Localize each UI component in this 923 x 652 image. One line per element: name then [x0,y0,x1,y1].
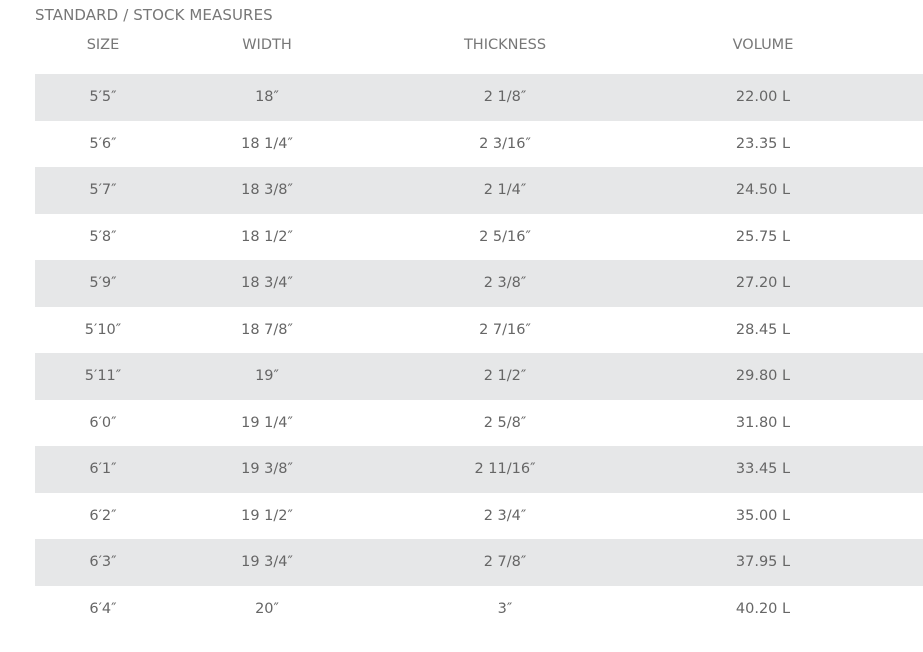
table-row: 6′1″ 19 3/8″ 2 11/16″ 33.45 L [35,446,923,493]
cell-width: 20″ [255,600,279,617]
cell-width: 19 1/4″ [241,414,293,431]
cell-volume: 24.50 L [647,167,879,214]
cell-size: 5′6″ [89,135,117,152]
table-row: 6′2″ 19 1/2″ 2 3/4″ 35.00 L [35,493,923,540]
cell-width: 19 3/4″ [171,539,363,586]
cell-size: 5′7″ [35,167,171,214]
cell-width: 18″ [171,74,363,121]
cell-thickness: 2 7/8″ [363,539,647,586]
header-thickness: THICKNESS [463,37,547,53]
table-row: 6′0″ 19 1/4″ 2 5/8″ 31.80 L [35,400,923,447]
table-row: 5′6″ 18 1/4″ 2 3/16″ 23.35 L [35,121,923,168]
cell-thickness: 2 3/16″ [479,135,531,152]
cell-size: 6′2″ [89,507,117,524]
cell-volume: 22.00 L [647,74,879,121]
cell-thickness: 2 5/16″ [479,228,531,245]
cell-spacer [879,400,923,447]
cell-width: 18 7/8″ [241,321,293,338]
cell-thickness: 2 5/8″ [483,414,527,431]
table-row: 5′11″ 19″ 2 1/2″ 29.80 L [35,353,923,400]
cell-size: 5′5″ [35,74,171,121]
header-volume: VOLUME [732,37,794,53]
cell-width: 19″ [171,353,363,400]
cell-volume: 25.75 L [735,228,791,245]
cell-thickness: 2 7/16″ [479,321,531,338]
cell-width: 19 3/8″ [171,446,363,493]
cell-size: 6′4″ [89,600,117,617]
cell-spacer [879,539,923,586]
cell-spacer [879,167,923,214]
cell-width: 18 3/4″ [171,260,363,307]
cell-size: 6′3″ [35,539,171,586]
cell-thickness: 2 1/8″ [363,74,647,121]
cell-spacer [879,493,923,540]
header-width: WIDTH [242,37,292,53]
cell-thickness: 2 11/16″ [363,446,647,493]
cell-width: 18 3/8″ [171,167,363,214]
cell-thickness: 3″ [497,600,513,617]
cell-spacer [879,121,923,168]
cell-volume: 31.80 L [735,414,791,431]
cell-spacer [879,74,923,121]
cell-size: 5′9″ [35,260,171,307]
cell-width: 18 1/4″ [241,135,293,152]
header-size: SIZE [86,37,120,53]
cell-volume: 23.35 L [735,135,791,152]
cell-size: 6′1″ [35,446,171,493]
cell-spacer [879,353,923,400]
table-row: 5′9″ 18 3/4″ 2 3/8″ 27.20 L [35,260,923,307]
header-spacer [879,28,923,74]
cell-size: 5′10″ [84,321,122,338]
cell-spacer [879,586,923,633]
table-row: 5′7″ 18 3/8″ 2 1/4″ 24.50 L [35,167,923,214]
cell-size: 6′0″ [89,414,117,431]
cell-thickness: 2 3/8″ [363,260,647,307]
cell-thickness: 2 1/2″ [363,353,647,400]
table-row: 5′10″ 18 7/8″ 2 7/16″ 28.45 L [35,307,923,354]
cell-size: 5′11″ [35,353,171,400]
cell-width: 18 1/2″ [241,228,293,245]
table-row: 6′3″ 19 3/4″ 2 7/8″ 37.95 L [35,539,923,586]
cell-volume: 37.95 L [647,539,879,586]
table-row: 6′4″ 20″ 3″ 40.20 L [35,586,923,633]
cell-volume: 28.45 L [735,321,791,338]
table-row: 5′5″ 18″ 2 1/8″ 22.00 L [35,74,923,121]
cell-volume: 27.20 L [647,260,879,307]
cell-size: 5′8″ [89,228,117,245]
measures-table: SIZE WIDTH THICKNESS VOLUME 5′5″ 18″ 2 1/8… [35,28,923,632]
cell-width: 19 1/2″ [241,507,293,524]
cell-volume: 35.00 L [735,507,791,524]
table-row: 5′8″ 18 1/2″ 2 5/16″ 25.75 L [35,214,923,261]
header-row: SIZE WIDTH THICKNESS VOLUME [35,28,923,74]
table-title: STANDARD / STOCK MEASURES [35,6,273,24]
cell-spacer [879,307,923,354]
cell-volume: 29.80 L [647,353,879,400]
cell-volume: 33.45 L [647,446,879,493]
cell-spacer [879,446,923,493]
cell-thickness: 2 1/4″ [363,167,647,214]
cell-spacer [879,260,923,307]
cell-volume: 40.20 L [735,600,791,617]
cell-thickness: 2 3/4″ [483,507,527,524]
cell-spacer [879,214,923,261]
